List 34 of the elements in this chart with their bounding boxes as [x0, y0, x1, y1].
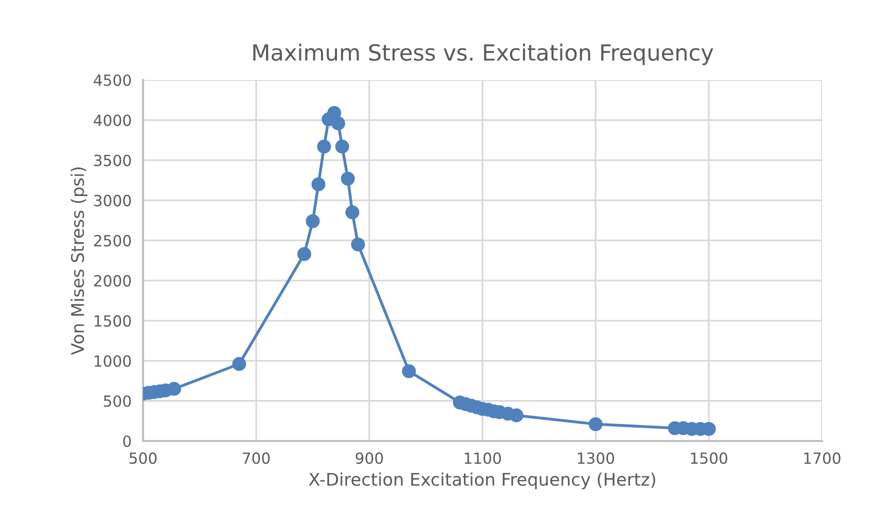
y-tick-label: 500: [104, 395, 131, 407]
point: [232, 357, 246, 371]
y-axis-title: Von Mises Stress (psi): [70, 167, 88, 355]
x-tick-label: 1100: [464, 452, 501, 464]
y-tick-label: 4000: [94, 114, 131, 126]
point: [311, 177, 326, 192]
point: [335, 140, 350, 154]
point: [510, 408, 524, 422]
y-tick-label: 1000: [94, 355, 131, 367]
x-tick-label: 500: [130, 452, 157, 464]
point: [340, 172, 355, 186]
point: [402, 364, 416, 378]
x-tick-label: 1300: [578, 452, 614, 464]
point: [331, 116, 346, 130]
y-tick-label: 2000: [94, 275, 131, 287]
x-tick-label: 700: [242, 452, 270, 464]
point: [588, 417, 603, 432]
y-tick-label: 3000: [94, 194, 131, 206]
point: [297, 247, 312, 262]
y-tick-label: 1500: [94, 315, 131, 327]
point: [345, 205, 360, 220]
y-tick-label: 2500: [94, 234, 131, 246]
point: [167, 382, 182, 396]
y-tick-label: 4500: [94, 74, 131, 86]
point: [306, 214, 320, 228]
y-tick-label: 0: [123, 435, 131, 448]
x-tick-label: 1700: [804, 452, 840, 464]
point: [351, 238, 365, 252]
y-tick-label: 3500: [94, 154, 131, 166]
point: [317, 140, 332, 154]
x-axis-title: X-Direction Excitation Frequency (Hertz): [308, 472, 656, 490]
x-tick-label: 1500: [691, 452, 728, 464]
x-tick-label: 900: [356, 452, 383, 464]
chart-title: Maximum Stress vs. Excitation Frequency: [253, 44, 714, 66]
